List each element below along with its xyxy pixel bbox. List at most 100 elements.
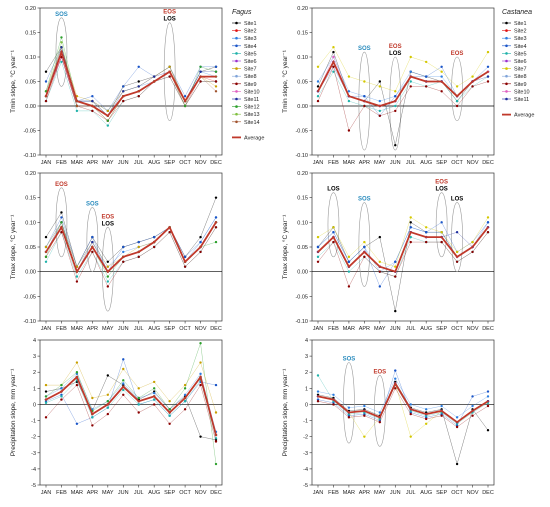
series-line <box>45 56 216 121</box>
y-tick-label: -0.10 <box>23 319 36 325</box>
series-line <box>45 384 217 442</box>
legend-item: Site5 <box>514 51 527 57</box>
data-point <box>60 221 63 224</box>
average-point <box>60 390 63 393</box>
data-point <box>60 398 63 401</box>
x-tick-label: NOV <box>195 160 207 166</box>
data-point <box>378 411 382 414</box>
x-tick-label: JUN <box>390 160 401 166</box>
data-point <box>44 401 48 405</box>
legend-marker <box>235 97 238 101</box>
phenology-ellipse <box>374 375 386 447</box>
average-point <box>317 395 319 398</box>
average-point <box>487 226 489 229</box>
data-point <box>60 41 63 44</box>
series-site14 <box>44 375 218 437</box>
average-point <box>456 255 458 258</box>
legend-item: Site2 <box>514 29 527 35</box>
data-point <box>378 420 382 424</box>
average-point <box>348 265 350 268</box>
average-point <box>106 403 109 406</box>
x-tick-label: AUG <box>148 490 160 496</box>
legend-item: Site5 <box>244 51 257 57</box>
average-line <box>317 381 489 424</box>
data-point <box>44 395 48 398</box>
data-point <box>347 260 351 263</box>
data-point <box>214 85 218 88</box>
x-tick-label: JAN <box>41 326 51 332</box>
legend-item: Site10 <box>244 89 260 95</box>
x-tick-label: DEC <box>482 490 494 496</box>
data-point <box>214 216 218 219</box>
data-point <box>486 429 490 432</box>
data-point <box>471 85 474 88</box>
data-point <box>347 406 351 409</box>
average-line <box>45 375 217 436</box>
data-point <box>363 414 366 417</box>
average-point <box>409 408 412 411</box>
average-point <box>425 80 428 83</box>
data-point <box>44 245 48 249</box>
data-point <box>214 383 218 387</box>
data-point <box>214 80 218 83</box>
y-tick-label: 3 <box>305 354 308 360</box>
legend-marker <box>505 44 508 48</box>
data-point <box>137 245 140 249</box>
phenology-label-los: LOS <box>389 51 401 57</box>
y-tick-label: 0.05 <box>25 80 36 86</box>
y-tick-label: -4 <box>31 467 36 473</box>
average-point <box>215 75 217 78</box>
series-site1 <box>44 374 218 442</box>
data-point <box>214 70 218 73</box>
y-tick-label: 0.10 <box>297 55 308 61</box>
series-site7 <box>316 216 490 268</box>
data-point <box>332 231 335 234</box>
average-point <box>106 270 109 273</box>
data-point <box>44 99 48 103</box>
y-tick-label: -5 <box>31 483 36 489</box>
x-tick-label: APR <box>87 490 98 496</box>
data-point <box>347 75 351 78</box>
data-point <box>214 226 218 229</box>
x-tick-label: AUG <box>148 326 160 332</box>
average-point <box>409 75 412 78</box>
y-tick-label: -1 <box>31 419 36 425</box>
data-point <box>394 309 397 313</box>
data-point <box>332 393 335 396</box>
legend-marker <box>235 36 238 40</box>
data-point <box>316 65 320 69</box>
data-point <box>60 387 63 390</box>
legend-average-label: Average <box>244 135 264 141</box>
data-point <box>471 250 474 254</box>
legend-item: Site11 <box>514 97 529 103</box>
legend-marker <box>505 97 508 101</box>
legend-item: Site7 <box>244 67 257 73</box>
average-point <box>215 434 217 436</box>
legend-item: Site8 <box>514 74 527 80</box>
average-point <box>45 95 47 98</box>
x-tick-label: JUN <box>390 326 401 332</box>
data-point <box>316 95 320 98</box>
series-site9 <box>316 231 490 288</box>
data-point <box>152 387 156 390</box>
data-point <box>137 80 140 83</box>
series-line <box>317 387 489 428</box>
x-tick-label: OCT <box>179 326 191 332</box>
average-point <box>394 382 397 385</box>
data-point <box>199 383 202 387</box>
phenology-label-sos: SOS <box>358 197 371 203</box>
data-point <box>44 416 48 419</box>
phenology-ellipse <box>435 192 448 258</box>
x-tick-label: DEC <box>210 326 222 332</box>
series-line <box>317 232 489 288</box>
data-point <box>60 46 63 49</box>
chart-castanea-precip: -5 -4 -3 -2 -1 0 1 2 3 4 JAN FEB MAR APR MAY JUN JUL AUG S… <box>282 338 495 496</box>
data-point <box>75 422 79 425</box>
data-point <box>316 245 320 249</box>
series-site8 <box>44 375 218 437</box>
x-tick-label: AUG <box>420 160 432 166</box>
y-tick-label: -0.05 <box>23 294 36 300</box>
y-tick-label: 0.10 <box>25 55 36 61</box>
y-tick-label: 0.20 <box>25 171 36 177</box>
